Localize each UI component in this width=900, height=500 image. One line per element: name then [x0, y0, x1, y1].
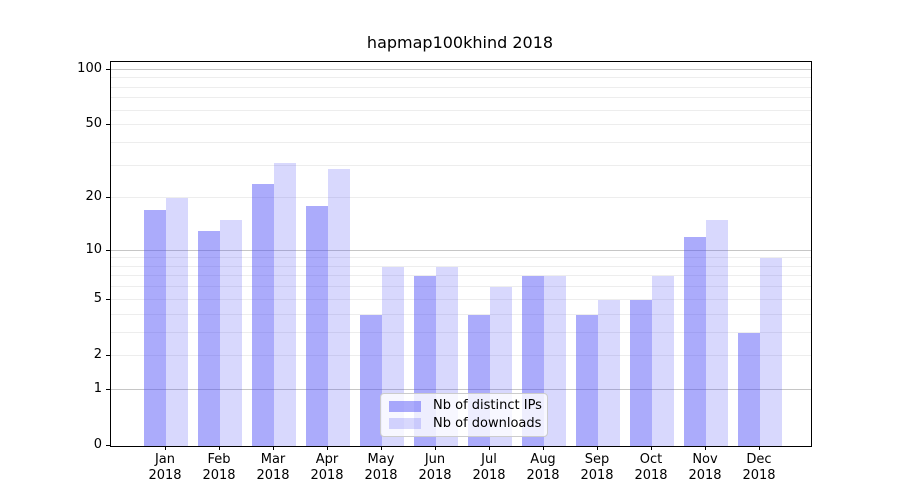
bar-downloads-apr — [328, 168, 350, 446]
x-axis-label: Jan 2018 — [148, 452, 182, 483]
bar-distinct-ips-apr — [306, 205, 328, 446]
y-axis-tick — [106, 355, 110, 357]
legend-item: Nb of distinct IPs — [389, 398, 542, 414]
y-axis-label: 5 — [93, 290, 102, 306]
minor-gridline — [111, 332, 811, 333]
x-axis-tick — [165, 446, 166, 450]
y-axis-label: 100 — [77, 60, 102, 76]
bar-downloads-feb — [220, 219, 242, 446]
bar-downloads-oct — [652, 276, 674, 446]
x-axis-tick — [489, 446, 490, 450]
y-axis-label: 10 — [85, 241, 102, 257]
x-axis-label: Dec 2018 — [742, 452, 776, 483]
bar-distinct-ips-sep — [576, 314, 598, 446]
minor-gridline — [111, 142, 811, 144]
y-axis-label: 50 — [85, 116, 102, 132]
y-axis-tick — [106, 68, 110, 70]
bar-downloads-mar — [274, 163, 296, 446]
x-axis-tick — [597, 446, 598, 450]
bar-distinct-ips-may — [360, 314, 382, 446]
x-axis-tick — [219, 446, 220, 450]
x-axis-label: Aug 2018 — [526, 452, 560, 483]
x-axis-label: Sep 2018 — [580, 452, 614, 483]
bar-distinct-ips-jan — [144, 210, 166, 446]
y-axis-tick — [106, 196, 110, 198]
x-axis-tick — [759, 446, 760, 450]
minor-gridline — [111, 196, 811, 198]
x-axis-label: May 2018 — [364, 452, 398, 483]
minor-gridline — [111, 77, 811, 79]
x-axis-tick — [705, 446, 706, 450]
y-axis-tick — [106, 124, 110, 126]
x-axis-tick — [381, 446, 382, 450]
y-axis-tick — [106, 298, 110, 300]
legend-item: Nb of downloads — [389, 415, 542, 432]
plot-area: Nb of distinct IPs Nb of downloads — [110, 61, 812, 447]
minor-gridline — [111, 265, 811, 267]
minor-gridline — [111, 97, 811, 99]
bar-downloads-aug — [544, 276, 566, 446]
bar-downloads-jan — [166, 197, 188, 446]
y-axis-label: 1 — [93, 380, 102, 396]
bar-distinct-ips-dec — [738, 333, 760, 446]
minor-gridline — [111, 86, 811, 88]
minor-gridline — [111, 124, 811, 126]
y-axis-label: 0 — [93, 437, 102, 452]
bar-distinct-ips-nov — [684, 236, 706, 446]
y-axis-label: 20 — [85, 188, 102, 204]
x-axis-tick — [651, 446, 652, 450]
chart-title: hapmap100khind 2018 — [366, 33, 554, 52]
bar-downloads-dec — [760, 258, 782, 446]
legend-label: Nb of downloads — [433, 415, 542, 431]
y-axis-tick — [106, 445, 110, 446]
minor-gridline — [111, 298, 811, 300]
bar-distinct-ips-mar — [252, 183, 274, 446]
y-axis-label: 2 — [93, 347, 102, 363]
x-axis-label: Jul 2018 — [472, 452, 506, 483]
x-axis-label: Mar 2018 — [256, 452, 290, 483]
bar-downloads-sep — [598, 299, 620, 446]
legend-swatch-distinct-ips — [389, 400, 421, 412]
x-axis-tick — [435, 446, 436, 450]
x-axis-label: Feb 2018 — [202, 452, 236, 483]
x-axis-label: Oct 2018 — [634, 452, 668, 483]
x-axis-label: Apr 2018 — [310, 452, 344, 483]
minor-gridline — [111, 109, 811, 111]
legend-swatch-downloads — [389, 418, 421, 430]
y-axis-tick — [106, 249, 110, 251]
bar-downloads-nov — [706, 219, 728, 446]
major-gridline — [111, 249, 811, 251]
minor-gridline — [111, 165, 811, 166]
minor-gridline — [111, 313, 811, 315]
minor-gridline — [111, 355, 811, 357]
legend: Nb of distinct IPs Nb of downloads — [380, 393, 548, 437]
minor-gridline — [111, 275, 811, 277]
major-gridline — [111, 388, 811, 390]
y-axis-tick — [106, 388, 110, 390]
bar-distinct-ips-oct — [630, 299, 652, 446]
x-axis-tick — [327, 446, 328, 450]
x-axis-label: Jun 2018 — [418, 452, 452, 483]
x-axis-label: Nov 2018 — [688, 452, 722, 483]
bar-distinct-ips-feb — [198, 230, 220, 446]
legend-label: Nb of distinct IPs — [433, 398, 542, 414]
minor-gridline — [111, 257, 811, 259]
minor-gridline — [111, 286, 811, 288]
x-axis-tick — [273, 446, 274, 450]
x-axis-tick — [543, 446, 544, 450]
major-gridline — [111, 68, 811, 70]
